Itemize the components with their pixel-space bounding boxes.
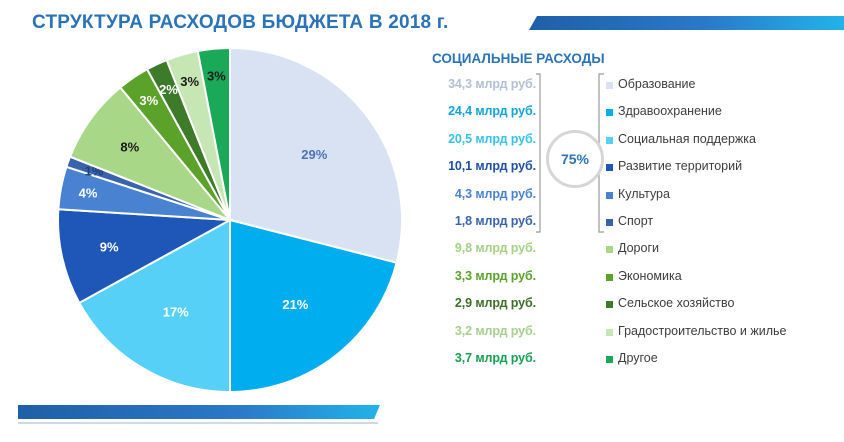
legend-marker-icon xyxy=(606,82,613,89)
pie-label-9: 3% xyxy=(180,74,199,89)
pie-label-2: 17% xyxy=(163,304,189,319)
amount-value: 1,8 млрд руб. xyxy=(454,214,536,228)
legend-marker-icon xyxy=(606,328,613,336)
pie-label-8: 2% xyxy=(159,82,178,97)
top-decor-bar xyxy=(529,16,844,30)
legend-marker-icon xyxy=(606,356,613,363)
legend-label: Другое xyxy=(618,351,658,365)
social-share-circle: 75% xyxy=(546,130,604,188)
legend-label: Образование xyxy=(618,77,696,91)
legend-label: Дороги xyxy=(618,241,660,256)
legend-marker-icon xyxy=(606,246,613,254)
pie-label-0: 29% xyxy=(301,147,327,162)
amount-value: 3,3 млрд руб. xyxy=(454,268,536,283)
social-expenses-title: СОЦИАЛЬНЫЕ РАСХОДЫ xyxy=(432,51,605,66)
legend-label: Социальная поддержка xyxy=(618,131,756,146)
amount-value: 34,3 млрд руб. xyxy=(448,77,536,91)
page-title: СТРУКТУРА РАСХОДОВ БЮДЖЕТА В 2018 г. xyxy=(32,12,449,33)
legend-marker-icon xyxy=(606,273,613,281)
legend-label: Развитие территорий xyxy=(618,159,743,174)
amount-value: 10,1 млрд руб. xyxy=(448,159,536,174)
amount-value: 3,7 млрд руб. xyxy=(454,351,536,365)
pie-slice-1 xyxy=(229,218,398,394)
amount-value: 24,4 млрд руб. xyxy=(448,104,536,119)
bottom-decor-bar xyxy=(18,405,380,419)
pie-slice-10 xyxy=(196,46,231,221)
legend-label: Культура xyxy=(618,186,670,201)
pie-label-3: 9% xyxy=(100,240,119,255)
pie-label-10: 3% xyxy=(207,69,226,84)
amount-value: 2,9 млрд руб. xyxy=(454,296,536,311)
pie-slice-3 xyxy=(57,208,234,305)
bottom-divider xyxy=(18,422,378,424)
pie-label-4: 4% xyxy=(79,185,98,200)
legend-label: Сельское хозяйство xyxy=(618,296,735,311)
amount-value: 20,5 млрд руб. xyxy=(448,131,536,146)
legend-marker-icon xyxy=(606,136,613,144)
pie-label-6: 8% xyxy=(120,140,139,155)
legend-marker-icon xyxy=(606,191,613,199)
amount-value: 4,3 млрд руб. xyxy=(454,186,536,201)
legend-marker-icon xyxy=(606,109,613,117)
amount-value: 3,2 млрд руб. xyxy=(454,323,536,338)
social-share-value: 75% xyxy=(560,151,590,167)
legend-marker-icon xyxy=(606,219,613,226)
pie-label-7: 3% xyxy=(139,93,158,108)
pie-slice-2 xyxy=(77,218,231,394)
legend-label: Экономика xyxy=(618,268,682,283)
legend-marker-icon xyxy=(606,301,613,309)
pie-slice-0 xyxy=(229,46,403,264)
pie-label-1: 21% xyxy=(282,297,308,312)
amount-value: 9,8 млрд руб. xyxy=(454,241,536,256)
legend-label: Здравоохранение xyxy=(618,104,722,119)
legend-label: Спорт xyxy=(618,214,654,228)
legend-label: Градостроительство и жилье xyxy=(618,323,787,338)
legend-marker-icon xyxy=(606,164,613,172)
bracket-left xyxy=(536,73,541,233)
